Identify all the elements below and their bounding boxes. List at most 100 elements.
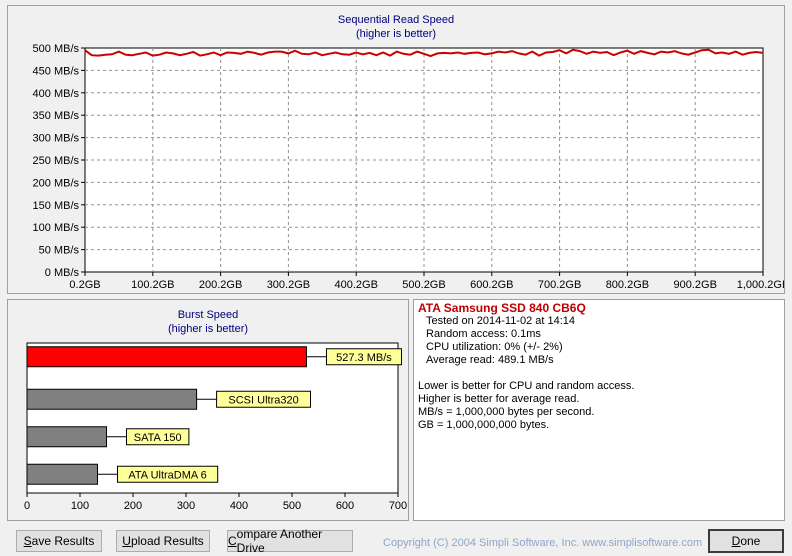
sequential-read-point (314, 51, 316, 54)
sequential-x-tick-label: 0.2GB (69, 279, 100, 291)
sequential-read-point (226, 51, 228, 54)
burst-bar (26, 463, 98, 485)
sequential-read-point (728, 53, 730, 55)
sequential-read-point (531, 51, 533, 53)
sequential-x-tick-label: 600.2GB (470, 279, 513, 291)
sequential-subtitle: (higher is better) (356, 28, 436, 40)
sequential-read-point (497, 51, 499, 53)
sequential-read-point (382, 51, 384, 54)
sequential-read-point (518, 52, 520, 55)
sequential-y-tick-label: 300 MB/s (33, 133, 80, 145)
sequential-read-point (165, 51, 167, 54)
sequential-read-point (111, 53, 113, 55)
sequential-read-point (423, 53, 425, 55)
sequential-read-point (84, 49, 86, 51)
sequential-read-point (504, 51, 506, 54)
sequential-read-point (586, 53, 588, 55)
sequential-x-tick-label: 1,000.2GB (737, 279, 784, 291)
sequential-read-point (755, 51, 757, 53)
upload-label: pload Results (130, 534, 204, 548)
burst-bar-label: 527.3 MB/s (336, 352, 392, 364)
sequential-x-tick-label: 500.2GB (402, 279, 445, 291)
sequential-read-point (253, 52, 255, 54)
save-label: ave Results (31, 534, 95, 548)
results-info-panel: ATA Samsung SSD 840 CB6Q Tested on 2014-… (413, 299, 785, 521)
sequential-read-point (233, 52, 235, 54)
sequential-read-point (124, 54, 127, 56)
burst-label-box (325, 348, 402, 366)
sequential-read-point (267, 51, 269, 54)
sequential-read-point (572, 49, 574, 51)
sequential-read-point (369, 52, 371, 54)
sequential-read-point (592, 51, 595, 53)
sequential-read-point (240, 53, 242, 55)
burst-bar (26, 426, 107, 448)
sequential-x-tick-label: 700.2GB (538, 279, 581, 291)
random-access: Random access: 0.1ms (426, 328, 541, 340)
sequential-read-point (721, 51, 723, 54)
note-mbs: MB/s = 1,000,000 bytes per second. (418, 406, 595, 418)
sequential-read-point (389, 55, 391, 57)
sequential-read-point (152, 55, 154, 57)
sequential-read-point (97, 55, 99, 57)
sequential-read-point (294, 50, 296, 52)
note-average: Higher is better for average read. (418, 393, 580, 405)
sequential-read-point (131, 54, 133, 56)
upload-accel: U (122, 534, 131, 548)
sequential-read-point (321, 54, 323, 56)
burst-x-tick-label: 500 (283, 500, 301, 512)
sequential-read-point (118, 51, 120, 53)
sequential-y-tick-label: 200 MB/s (33, 177, 80, 189)
sequential-y-tick-label: 0 MB/s (45, 267, 80, 279)
sequential-read-point (714, 52, 717, 55)
sequential-read-point (341, 53, 344, 55)
sequential-read-point (450, 52, 452, 55)
sequential-x-tick-label: 100.2GB (131, 279, 174, 291)
sequential-read-point (402, 53, 405, 55)
sequential-title: Sequential Read Speed (338, 14, 454, 26)
sequential-read-point (247, 51, 249, 53)
sequential-read-point (565, 52, 567, 55)
sequential-read-point (219, 54, 222, 56)
sequential-read-point (762, 52, 764, 54)
sequential-x-tick-label: 400.2GB (334, 279, 377, 291)
sequential-read-point (606, 51, 608, 53)
sequential-read-panel: Sequential Read Speed (higher is better) 0… (7, 5, 785, 294)
save-accel: S (23, 534, 32, 548)
burst-title: Burst Speed (178, 309, 239, 321)
sequential-x-tick-label: 900.2GB (673, 279, 716, 291)
sequential-read-point (613, 54, 615, 56)
sequential-read-point (328, 53, 330, 55)
sequential-x-tick-label: 200.2GB (199, 279, 242, 291)
sequential-y-tick-label: 50 MB/s (39, 245, 80, 257)
sequential-read-point (599, 52, 601, 54)
sequential-read-point (525, 54, 527, 56)
sequential-read-point (511, 50, 513, 52)
sequential-read-chart: Sequential Read Speed (higher is better) 0… (33, 14, 784, 291)
sequential-read-point (287, 52, 289, 55)
burst-speed-chart: Burst Speed (higher is better) 0 100 200 300 4… (24, 309, 407, 512)
sequential-read-point (653, 53, 656, 55)
done-label: one (740, 534, 761, 548)
average-read: Average read: 489.1 MB/s (426, 354, 554, 366)
drive-name: ATA Samsung SSD 840 CB6Q (418, 301, 586, 315)
burst-x-tick-label: 300 (177, 500, 195, 512)
sequential-y-tick-label: 400 MB/s (33, 88, 80, 100)
burst-label-box (126, 428, 190, 446)
sequential-read-point (308, 53, 310, 55)
sequential-read-point (443, 52, 445, 54)
sequential-x-tick-label: 300.2GB (267, 279, 310, 291)
cpu-utilization: CPU utilization: 0% (+/- 2%) (426, 341, 563, 353)
burst-label-box (116, 465, 219, 483)
sequential-read-point (145, 51, 147, 54)
sequential-read-point (701, 49, 703, 51)
sequential-read-point (91, 54, 93, 56)
burst-bar (26, 346, 307, 368)
sequential-read-point (619, 51, 622, 54)
sequential-read-point (355, 51, 357, 54)
tested-date: Tested on 2014-11-02 at 14:14 (426, 315, 576, 327)
